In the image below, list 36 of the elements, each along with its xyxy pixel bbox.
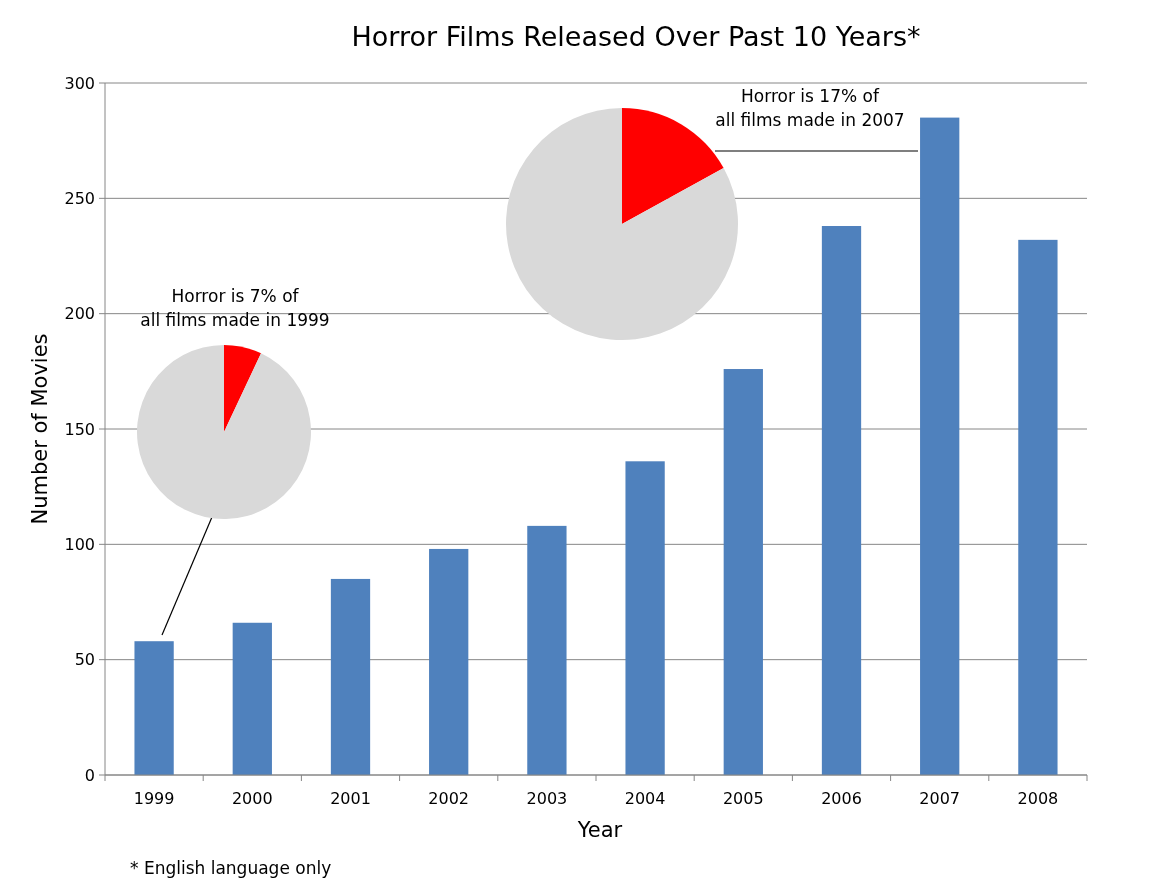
x-tick-label: 2005 xyxy=(722,789,764,808)
x-tick-label: 2004 xyxy=(624,789,666,808)
annotation: Horror is 17% of all films made in 2007 xyxy=(715,86,905,130)
bar xyxy=(821,226,862,775)
x-tick-label: 2007 xyxy=(919,789,961,808)
x-tick-label: 2002 xyxy=(428,789,470,808)
bar xyxy=(232,622,272,775)
y-tick-label: 100 xyxy=(64,534,95,554)
annotation: Horror is 7% of all films made in 1999 xyxy=(140,286,330,330)
bar xyxy=(920,117,960,775)
bar xyxy=(429,548,469,775)
y-tick-label: 50 xyxy=(74,650,95,670)
bar xyxy=(723,369,763,775)
pie-slice xyxy=(506,108,738,340)
y-axis-title: Number of Movies xyxy=(28,333,52,525)
x-tick-label: 2008 xyxy=(1017,789,1059,808)
pie-slice xyxy=(224,345,262,432)
bar xyxy=(1018,239,1058,775)
y-tick-label: 300 xyxy=(64,73,95,93)
y-tick-label: 0 xyxy=(84,765,95,785)
x-tick-label: 2003 xyxy=(526,789,568,808)
x-axis-title: Year xyxy=(576,818,623,842)
bar xyxy=(134,641,174,775)
bar xyxy=(527,525,567,775)
y-tick-label: 200 xyxy=(64,304,95,324)
x-tick-label: 2001 xyxy=(330,789,371,808)
bar xyxy=(330,578,371,775)
y-tick-label: 150 xyxy=(64,419,95,439)
x-tick-label: 1999 xyxy=(133,789,175,808)
x-tick-label: 2006 xyxy=(821,789,862,808)
bar xyxy=(625,461,665,775)
chart-title: Horror Films Released Over Past 10 Years* xyxy=(351,21,921,52)
text: * English language only xyxy=(130,858,332,878)
pie-slice xyxy=(137,345,311,519)
y-tick-label: 250 xyxy=(64,188,95,208)
x-tick-label: 2000 xyxy=(231,789,273,808)
